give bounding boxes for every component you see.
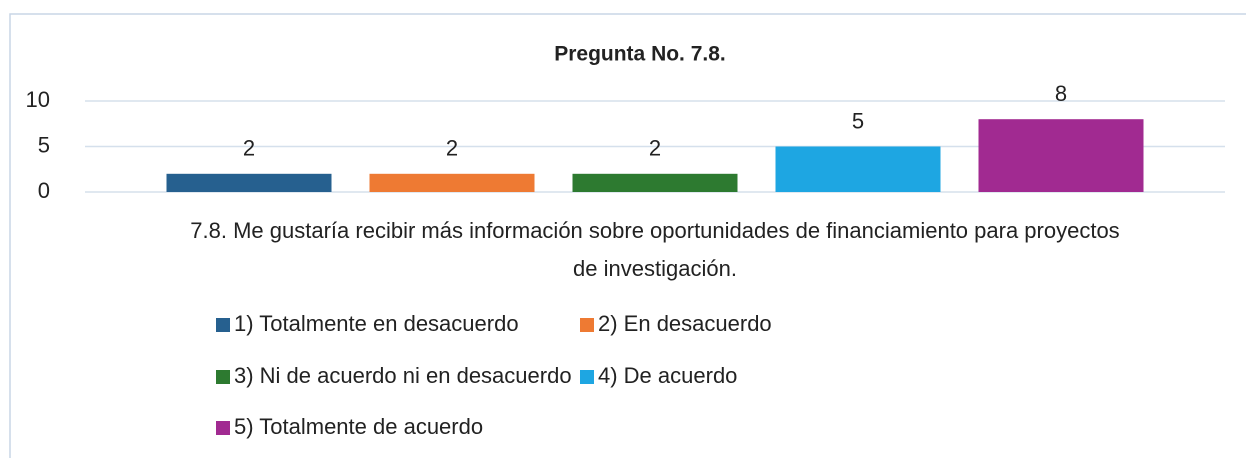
- legend-label: 3) Ni de acuerdo ni en desacuerdo: [234, 363, 572, 388]
- y-tick-label: 5: [38, 132, 50, 157]
- legend-swatch: [216, 421, 230, 435]
- bar: [775, 146, 941, 192]
- legend-label: 5) Totalmente de acuerdo: [234, 414, 483, 439]
- legend-label: 4) De acuerdo: [598, 363, 737, 388]
- data-label: 2: [649, 136, 661, 161]
- bar: [166, 173, 332, 192]
- legend-swatch: [216, 318, 230, 332]
- legend-swatch: [580, 370, 594, 384]
- y-tick-label: 10: [26, 87, 50, 112]
- bar: [572, 173, 738, 192]
- data-label: 2: [446, 136, 458, 161]
- y-tick-label: 0: [38, 178, 50, 203]
- data-label: 5: [852, 108, 864, 133]
- bar: [369, 173, 535, 192]
- legend-label: 2) En desacuerdo: [598, 311, 772, 336]
- legend-label: 1) Totalmente en desacuerdo: [234, 311, 519, 336]
- legend-swatch: [580, 318, 594, 332]
- bar: [978, 119, 1144, 192]
- x-tick-label: 7.8. Me gustaría recibir más información…: [190, 218, 1120, 281]
- data-label: 8: [1055, 81, 1067, 106]
- data-label: 2: [243, 136, 255, 161]
- legend-swatch: [216, 370, 230, 384]
- chart-title: Pregunta No. 7.8.: [554, 43, 726, 66]
